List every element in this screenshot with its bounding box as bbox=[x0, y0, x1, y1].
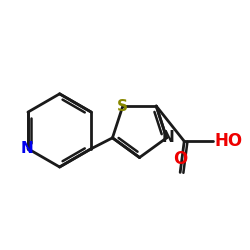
Text: N: N bbox=[162, 130, 174, 145]
Text: S: S bbox=[117, 98, 128, 114]
Text: N: N bbox=[20, 141, 33, 156]
Text: HO: HO bbox=[214, 132, 242, 150]
Text: O: O bbox=[173, 150, 187, 168]
